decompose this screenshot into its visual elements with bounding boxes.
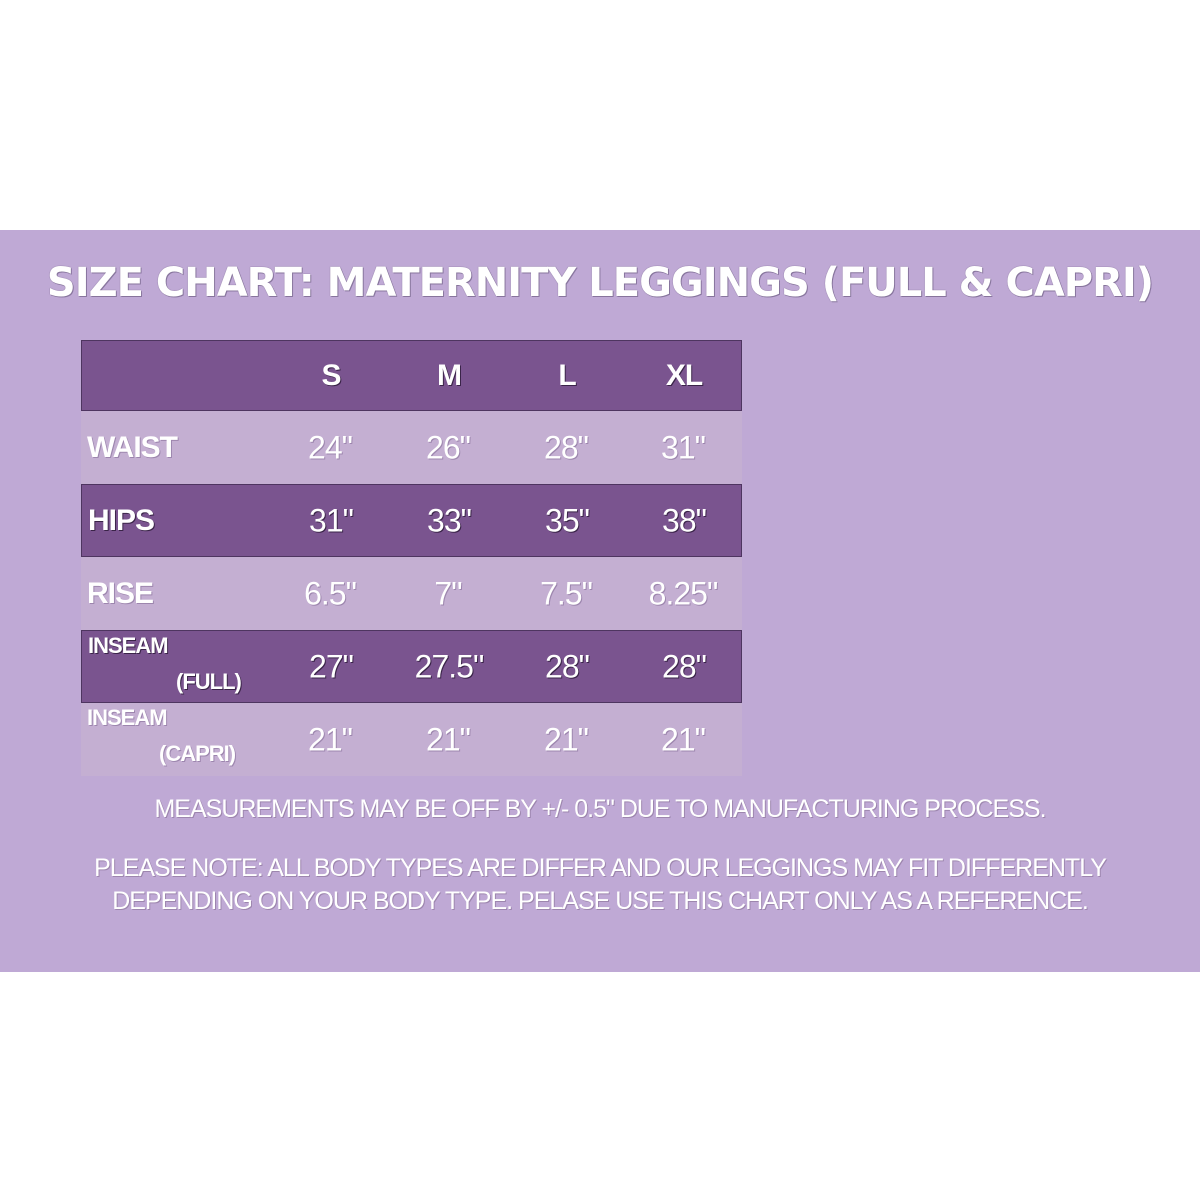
table-cell: 21": [661, 721, 706, 757]
table-header-row: S M L XL: [81, 340, 742, 411]
table-row-inseam-capri: INSEAM (CAPRI) 21" 21" 21" 21": [81, 703, 742, 776]
size-chart-panel: SIZE CHART: MATERNITY LEGGINGS (FULL & C…: [0, 230, 1200, 972]
table-cell: 31": [309, 502, 354, 538]
table-cell: 7": [434, 575, 462, 611]
table-cell: 21": [426, 721, 471, 757]
table-cell: 21": [544, 721, 589, 757]
table-cell: 35": [545, 502, 590, 538]
table-cell: 28": [662, 648, 707, 684]
table-cell: 33": [427, 502, 472, 538]
table-cell: 24": [308, 429, 353, 465]
table-cell: 27.5": [414, 648, 485, 684]
table-cell: 28": [545, 648, 590, 684]
table-row-hips: HIPS 31" 33" 35" 38": [81, 484, 742, 557]
column-header-l: L: [558, 358, 576, 392]
table-cell: 8.25": [648, 575, 719, 611]
table-cell: 21": [308, 721, 353, 757]
row-label-main: INSEAM: [87, 705, 168, 730]
row-label-sub: (CAPRI): [159, 741, 236, 766]
table-cell: 6.5": [304, 575, 357, 611]
table-cell: 7.5": [540, 575, 593, 611]
column-header-m: M: [437, 358, 462, 392]
table-row-waist: WAIST 24" 26" 28" 31": [81, 411, 742, 484]
row-label: INSEAM (CAPRI): [87, 705, 236, 766]
disclaimer-note: PLEASE NOTE: ALL BODY TYPES ARE DIFFER A…: [94, 854, 1107, 915]
row-label-sub: (FULL): [176, 669, 242, 694]
table-cell: 31": [661, 429, 706, 465]
row-label: HIPS: [88, 503, 155, 537]
measurement-note: MEASUREMENTS MAY BE OFF BY +/- 0.5" DUE …: [154, 795, 1046, 823]
table-cell: 38": [662, 502, 707, 538]
column-header-s: S: [321, 358, 341, 392]
column-header-xl: XL: [665, 358, 703, 392]
table-cell: 26": [426, 429, 471, 465]
page-title: SIZE CHART: MATERNITY LEGGINGS (FULL & C…: [46, 260, 1154, 306]
table-row-inseam-full: INSEAM (FULL) 27" 27.5" 28" 28": [81, 630, 742, 703]
row-label-main: INSEAM: [88, 633, 169, 658]
size-table: S M L XL WAIST 24" 26" 28" 31" HIPS 31" …: [81, 340, 742, 776]
row-label: WAIST: [87, 430, 178, 464]
row-label: RISE: [87, 576, 154, 610]
table-cell: 28": [544, 429, 589, 465]
table-row-rise: RISE 6.5" 7" 7.5" 8.25": [81, 557, 742, 630]
table-cell: 27": [309, 648, 354, 684]
row-label: INSEAM (FULL): [88, 633, 242, 694]
